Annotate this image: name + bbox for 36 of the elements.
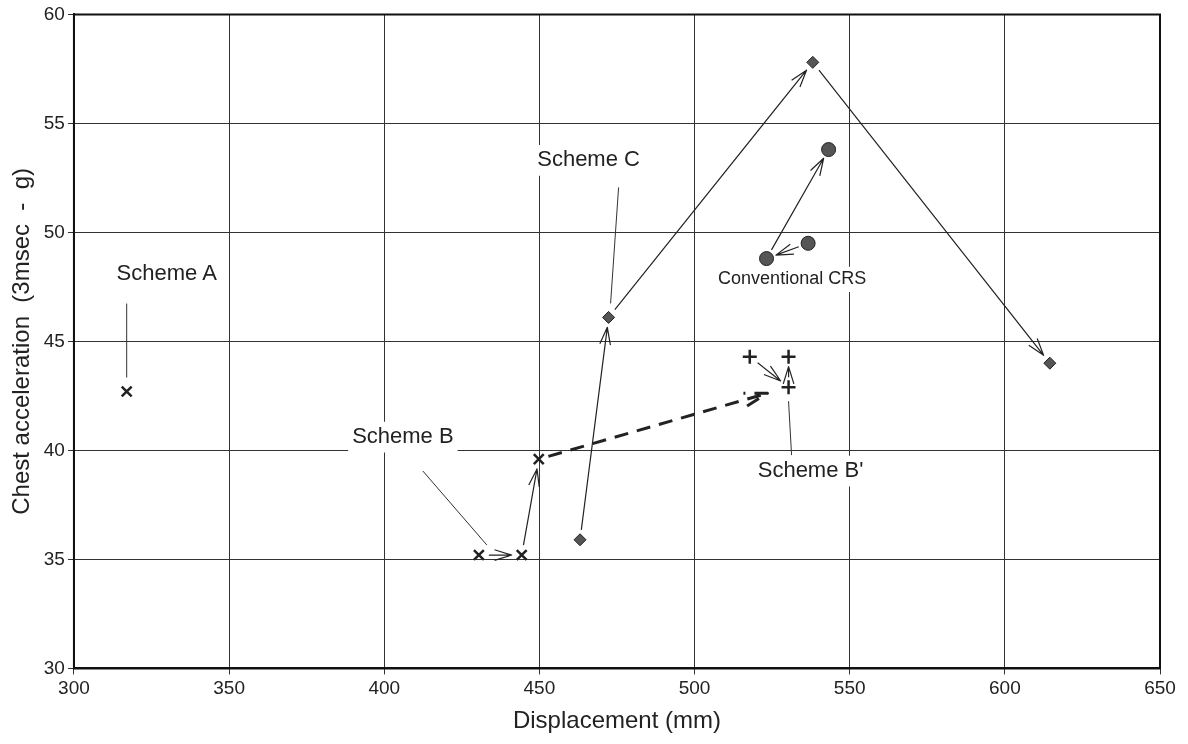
x-tick-label: 600 (989, 677, 1021, 699)
annotation: Scheme A (116, 259, 218, 285)
point (602, 310, 616, 324)
y-tick-label: 40 (43, 438, 65, 460)
point (780, 378, 797, 396)
y-tick-label: 55 (43, 111, 65, 133)
x-tick-label: 400 (368, 677, 401, 699)
point (515, 548, 528, 562)
y-axis-title: Chest acceleration (3msec - g) (7, 168, 35, 515)
y-tick-label: 30 (43, 656, 65, 678)
x-tick-label: 300 (58, 677, 90, 699)
x-tick-label: 450 (523, 677, 556, 699)
point (800, 235, 816, 251)
annotation: Scheme C (537, 146, 641, 172)
x-tick-label: 350 (213, 677, 245, 699)
point (472, 548, 486, 562)
point (806, 55, 820, 69)
x-tick-label: 500 (678, 677, 711, 699)
y-tick-label: 60 (43, 2, 65, 24)
point (120, 385, 133, 398)
x-tick-label: 550 (833, 677, 866, 699)
x-tick-label: 650 (1144, 677, 1176, 699)
y-tick-label: 50 (43, 220, 65, 242)
point (780, 348, 797, 365)
point (821, 142, 837, 158)
annotation: Scheme B' (757, 457, 864, 483)
point (532, 452, 545, 466)
point (741, 348, 759, 365)
y-tick-label: 35 (43, 547, 65, 569)
y-tick-label: 45 (43, 329, 65, 351)
point (573, 533, 587, 547)
x-axis-title: Displacement (mm) (512, 706, 721, 734)
annotation: Scheme B (352, 423, 454, 449)
annotation: Conventional CRS (718, 268, 867, 289)
point (759, 251, 775, 267)
point (1043, 356, 1057, 370)
